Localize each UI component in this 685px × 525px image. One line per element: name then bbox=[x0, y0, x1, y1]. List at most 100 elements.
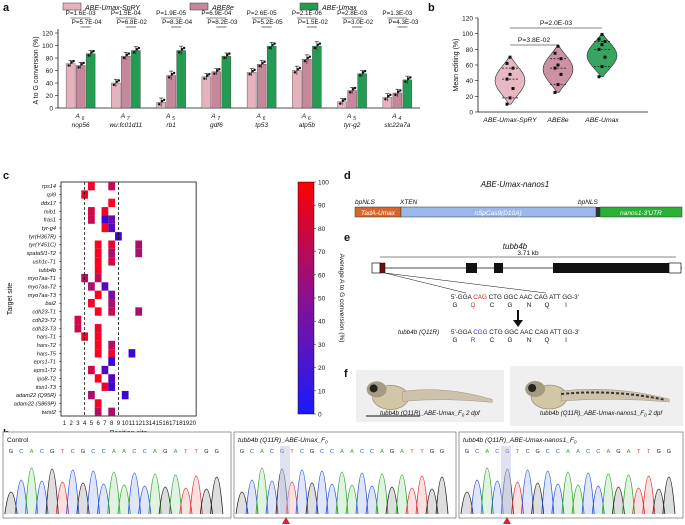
y-tick-label: 60 bbox=[46, 68, 54, 75]
edit-highlight bbox=[501, 446, 511, 514]
heatmap-cell bbox=[101, 207, 109, 216]
colorbar-tick-label: 50 bbox=[318, 296, 326, 303]
legend-label-2: ABE-Umax bbox=[321, 5, 357, 12]
x-site-label: A bbox=[210, 113, 215, 120]
data-point bbox=[505, 77, 509, 81]
y-tick-label: 20 bbox=[46, 93, 54, 100]
y-tick-label: 100 bbox=[462, 31, 473, 38]
data-point bbox=[341, 99, 345, 102]
heatmap-cell bbox=[135, 307, 143, 316]
data-point bbox=[318, 42, 322, 45]
heatmap-cell bbox=[108, 307, 116, 316]
base-call: G bbox=[204, 449, 208, 455]
col-label: 17 bbox=[169, 421, 176, 427]
data-point bbox=[170, 73, 174, 76]
wt-sequence: 5'-GGA CAG CTG GGC AAC CAG ATT GG-3' bbox=[451, 294, 579, 301]
data-point bbox=[67, 64, 70, 67]
base-call: C bbox=[360, 449, 364, 455]
data-point bbox=[556, 63, 560, 67]
base-call: A bbox=[627, 449, 631, 455]
data-point bbox=[338, 102, 342, 105]
heatmap-cell bbox=[101, 382, 109, 391]
data-point bbox=[597, 47, 601, 51]
p-value: P=2.0E-03 bbox=[540, 20, 573, 27]
data-point bbox=[505, 61, 509, 65]
col-label: 13 bbox=[142, 421, 149, 427]
trace-peak bbox=[415, 475, 429, 515]
data-point bbox=[203, 77, 206, 80]
row-label: rps14 bbox=[42, 184, 56, 190]
base-call: C bbox=[330, 449, 334, 455]
base-call: C bbox=[495, 449, 499, 455]
nspcas9-label: nSpCas9(D10A) bbox=[474, 210, 521, 217]
data-point bbox=[358, 74, 362, 77]
trace-peak bbox=[435, 476, 449, 515]
data-point bbox=[261, 61, 264, 65]
exon-1 bbox=[379, 262, 386, 274]
row-label: hars-T2 bbox=[37, 343, 57, 349]
base-call: C bbox=[270, 449, 274, 455]
base-call: C bbox=[320, 449, 324, 455]
caption-part: 2 dpf bbox=[647, 410, 664, 417]
legend-label-1: ABE8e bbox=[211, 5, 234, 12]
col-label: 10 bbox=[122, 421, 129, 427]
colorbar-tick-label: 30 bbox=[318, 342, 326, 349]
mutant-label: tubb4b (Q11R) bbox=[398, 329, 439, 336]
trace-peak bbox=[355, 472, 369, 515]
caption-sub: 0 bbox=[644, 413, 647, 418]
row-label: eprs1-T2 bbox=[34, 368, 57, 374]
col-label: 9 bbox=[117, 421, 121, 427]
y-axis-title: Target site bbox=[7, 283, 14, 315]
chromatogram-frame bbox=[233, 431, 457, 519]
data-point bbox=[218, 68, 221, 71]
base-call: T bbox=[637, 449, 641, 455]
x-site-sub: 4 bbox=[398, 116, 401, 122]
data-point bbox=[553, 66, 557, 70]
x-label: ABE-Umax-SpRY bbox=[482, 117, 537, 124]
base-call: T bbox=[184, 449, 188, 455]
wt-aa: I bbox=[565, 302, 567, 309]
trace-peak bbox=[107, 471, 121, 515]
chromatogram-title: Control bbox=[7, 437, 29, 444]
trace-peak bbox=[189, 475, 203, 515]
data-point bbox=[505, 102, 509, 106]
row-label: tyr(Y451C) bbox=[29, 243, 56, 249]
base-call: A bbox=[606, 449, 610, 455]
data-point bbox=[394, 93, 397, 97]
trace-peak bbox=[601, 473, 615, 515]
base-call: C bbox=[370, 449, 374, 455]
heatmap-cell bbox=[94, 240, 102, 249]
edit-arrow bbox=[503, 517, 511, 524]
base-call: C bbox=[40, 449, 44, 455]
trace-peak bbox=[66, 469, 80, 515]
data-point bbox=[70, 61, 73, 64]
gene-title: tubb4b bbox=[503, 242, 528, 251]
data-point bbox=[263, 60, 266, 63]
caption-part: tubb4b (Q11R)_ABE-Umax-nanos1_F bbox=[540, 410, 645, 417]
row-label: rpl9 bbox=[47, 193, 56, 199]
data-point bbox=[72, 59, 75, 63]
gene-size: 3.71 kb bbox=[517, 250, 539, 257]
data-point bbox=[253, 68, 256, 72]
panel-label-f: f bbox=[344, 368, 348, 380]
colorbar-tick-label: 90 bbox=[318, 203, 326, 210]
base-call: C bbox=[300, 449, 304, 455]
p-value: P=6.8E-02 bbox=[117, 19, 147, 26]
base-call: C bbox=[19, 449, 23, 455]
data-point bbox=[258, 64, 261, 68]
trace-peak bbox=[662, 476, 676, 515]
wt-aa: C bbox=[490, 302, 495, 309]
row-label: fras1 bbox=[44, 218, 56, 224]
trace-peak bbox=[127, 472, 141, 515]
data-point bbox=[251, 69, 254, 73]
zoom-line bbox=[384, 272, 547, 294]
base-call: C bbox=[475, 449, 479, 455]
col-label: 3 bbox=[76, 421, 80, 427]
base-call: T bbox=[420, 449, 424, 455]
base-call: C bbox=[132, 449, 136, 455]
exon-4 bbox=[553, 263, 669, 273]
data-point bbox=[273, 42, 276, 45]
base-call: G bbox=[240, 449, 244, 455]
base-call: A bbox=[380, 449, 384, 455]
